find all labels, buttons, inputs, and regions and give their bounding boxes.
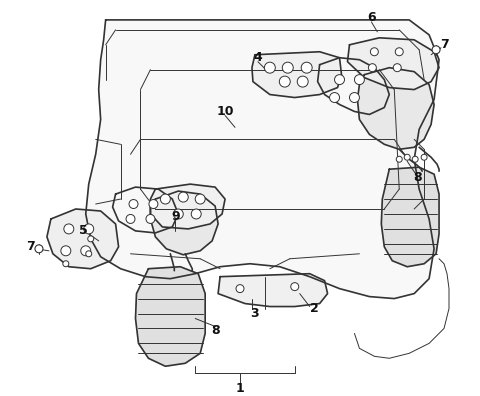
Polygon shape	[135, 267, 205, 366]
Text: 5: 5	[79, 225, 88, 237]
Circle shape	[195, 194, 205, 204]
Text: 8: 8	[211, 324, 219, 337]
Circle shape	[173, 209, 183, 219]
Circle shape	[146, 215, 155, 223]
Circle shape	[264, 62, 276, 73]
Polygon shape	[252, 52, 341, 97]
Circle shape	[279, 76, 290, 87]
Polygon shape	[381, 167, 439, 267]
Circle shape	[297, 76, 308, 87]
Text: 8: 8	[413, 171, 421, 184]
Circle shape	[86, 251, 92, 257]
Circle shape	[149, 200, 158, 209]
Circle shape	[368, 64, 376, 72]
Circle shape	[335, 74, 345, 85]
Circle shape	[160, 194, 170, 204]
Circle shape	[63, 261, 69, 267]
Circle shape	[395, 48, 403, 56]
Circle shape	[126, 215, 135, 223]
Circle shape	[432, 46, 440, 54]
Circle shape	[129, 200, 138, 209]
Text: 1: 1	[236, 382, 244, 395]
Text: 6: 6	[367, 11, 376, 25]
Circle shape	[301, 62, 312, 73]
Polygon shape	[86, 20, 439, 299]
Text: 4: 4	[253, 51, 262, 64]
Polygon shape	[47, 209, 119, 269]
Circle shape	[330, 93, 339, 103]
Polygon shape	[348, 38, 439, 89]
Circle shape	[64, 224, 74, 234]
Polygon shape	[218, 274, 327, 307]
Circle shape	[404, 154, 410, 160]
Circle shape	[349, 93, 360, 103]
Text: 2: 2	[310, 302, 319, 315]
Circle shape	[371, 48, 378, 56]
Text: 3: 3	[251, 307, 259, 320]
Circle shape	[236, 285, 244, 293]
Circle shape	[282, 62, 293, 73]
Text: 7: 7	[26, 240, 36, 253]
Circle shape	[354, 74, 364, 85]
Circle shape	[35, 245, 43, 253]
Circle shape	[61, 246, 71, 256]
Circle shape	[84, 224, 94, 234]
Polygon shape	[150, 184, 225, 229]
Polygon shape	[150, 191, 218, 255]
Circle shape	[396, 156, 402, 162]
Circle shape	[191, 209, 201, 219]
Text: 10: 10	[216, 105, 234, 118]
Circle shape	[291, 283, 299, 291]
Circle shape	[81, 246, 91, 256]
Polygon shape	[358, 68, 434, 149]
Text: 9: 9	[171, 210, 180, 223]
Circle shape	[178, 192, 188, 202]
Text: 7: 7	[440, 38, 448, 51]
Circle shape	[421, 154, 427, 160]
Circle shape	[393, 64, 401, 72]
Circle shape	[88, 236, 94, 242]
Circle shape	[412, 156, 418, 162]
